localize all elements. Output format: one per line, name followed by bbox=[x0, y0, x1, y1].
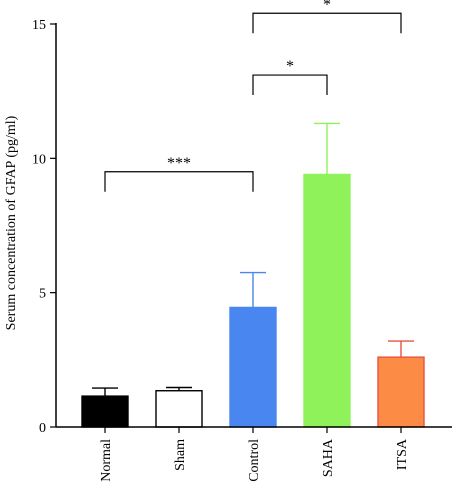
bar-control bbox=[229, 306, 277, 428]
error-bars bbox=[92, 122, 414, 397]
significance-bracket bbox=[252, 74, 328, 96]
y-tick-label: 0 bbox=[39, 421, 46, 436]
significance-bracket bbox=[252, 12, 402, 34]
y-axis: 0 5 10 15 bbox=[32, 18, 57, 436]
y-tick-label: 5 bbox=[39, 287, 46, 302]
significance-label: * bbox=[286, 58, 294, 75]
x-tick-label: ITSA bbox=[395, 438, 410, 470]
y-tick-label: 15 bbox=[32, 18, 46, 33]
x-tick-label: Sham bbox=[173, 439, 188, 471]
bar-sham bbox=[155, 390, 203, 428]
bar-itsa bbox=[377, 356, 425, 428]
bar-normal bbox=[81, 395, 129, 428]
significance-bracket bbox=[104, 171, 254, 192]
x-tick-label: Control bbox=[247, 439, 262, 482]
x-tick-label: Normal bbox=[99, 439, 114, 482]
bar-saha bbox=[303, 173, 351, 428]
y-tick-label: 10 bbox=[32, 152, 46, 167]
significance-label: * bbox=[323, 0, 331, 13]
y-axis-title: Serum concentration of GFAP (pg/ml) bbox=[4, 115, 19, 330]
x-tick-label: SAHA bbox=[321, 438, 336, 477]
bars bbox=[81, 173, 425, 428]
significance-label: *** bbox=[167, 155, 191, 172]
x-axis: Normal Sham Control SAHA ITSA bbox=[56, 426, 452, 482]
significance-brackets: ***** bbox=[104, 0, 402, 192]
